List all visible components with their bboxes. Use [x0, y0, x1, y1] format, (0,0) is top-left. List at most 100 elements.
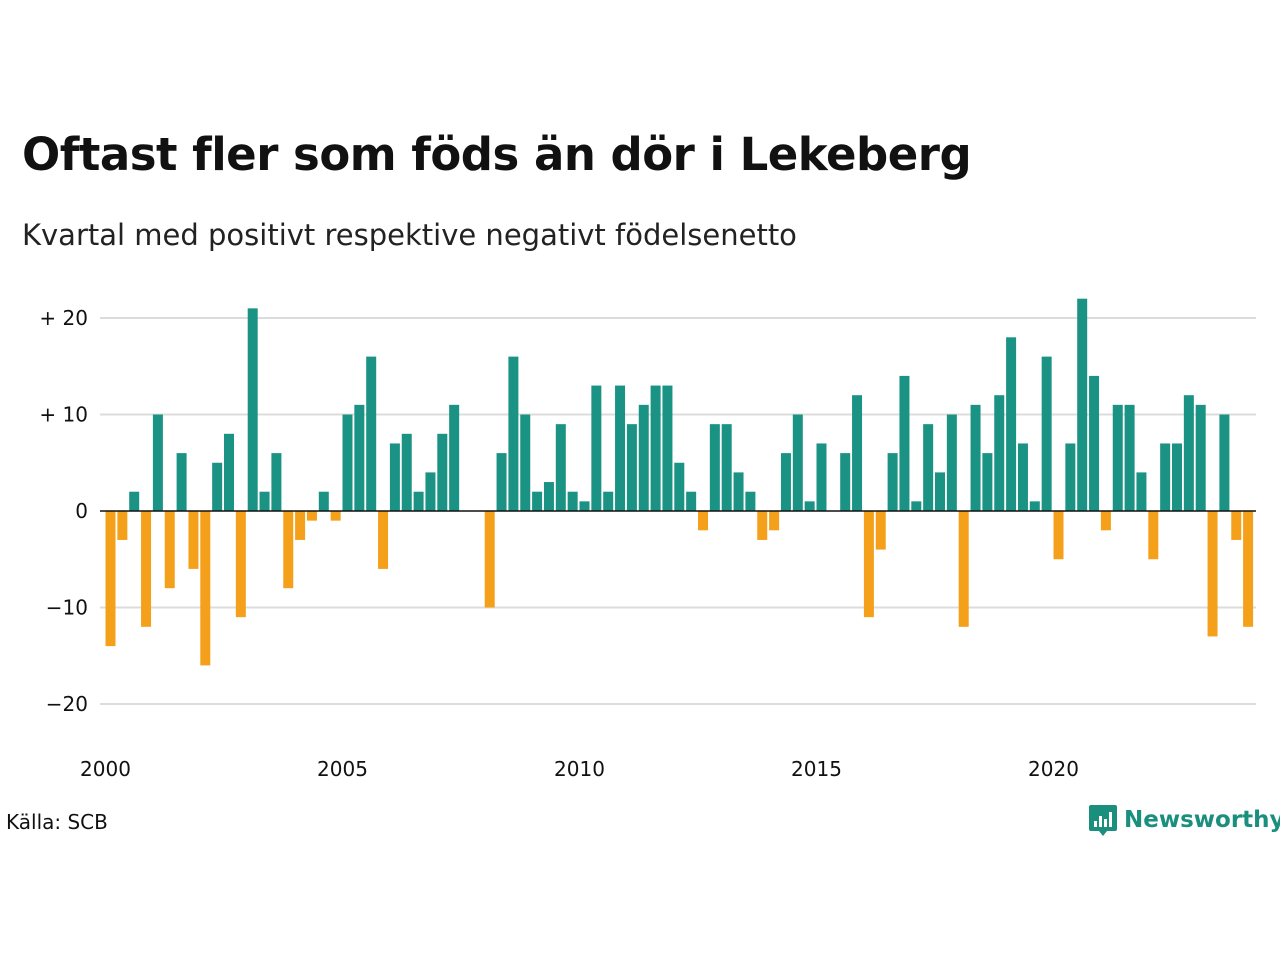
bar: [591, 385, 602, 511]
x-tick-label: 2005: [317, 757, 368, 781]
bar: [354, 404, 365, 511]
bar: [567, 491, 578, 511]
bar: [1077, 298, 1088, 511]
bar: [449, 404, 460, 511]
bar: [721, 424, 732, 511]
newsworthy-icon: [1089, 805, 1117, 836]
bar: [1148, 511, 1159, 560]
bar: [271, 453, 282, 511]
bar: [306, 511, 317, 521]
bar: [1041, 356, 1052, 511]
y-tick-label: + 10: [39, 403, 88, 427]
bar: [259, 491, 270, 511]
bar: [982, 453, 993, 511]
bar: [698, 511, 708, 531]
bar: [212, 462, 223, 511]
bar: [247, 308, 258, 511]
bar: [496, 453, 507, 511]
bar: [757, 511, 768, 540]
bar: [543, 482, 554, 511]
bar: [378, 511, 389, 569]
bar: [899, 375, 910, 511]
bar: [318, 491, 329, 511]
x-tick-label: 2015: [791, 757, 842, 781]
bar: [1053, 511, 1064, 560]
bar: [1243, 511, 1254, 627]
bar: [1195, 404, 1206, 511]
bar: [1231, 511, 1242, 540]
bar: [200, 511, 211, 666]
bar: [1100, 511, 1111, 531]
bar: [117, 511, 128, 540]
bar: [1029, 501, 1040, 511]
bar: [1136, 472, 1147, 511]
bar: [946, 414, 957, 511]
y-tick-label: −20: [46, 692, 88, 716]
bar: [615, 385, 626, 511]
bar: [887, 453, 898, 511]
bar: [425, 472, 436, 511]
bar: [579, 501, 590, 511]
bar: [342, 414, 353, 511]
x-tick-label: 2010: [554, 757, 605, 781]
bar: [769, 511, 780, 531]
bar: [129, 491, 140, 511]
y-tick-label: −10: [46, 596, 88, 620]
bar: [638, 404, 649, 511]
bar: [875, 511, 886, 550]
brand-logo[interactable]: Newsworthy: [1088, 803, 1280, 837]
bar: [1172, 443, 1182, 511]
bar: [152, 414, 163, 511]
bar: [662, 385, 673, 511]
bar: [840, 453, 851, 511]
bar: [816, 443, 827, 511]
bar: [792, 414, 803, 511]
bar: [366, 356, 377, 511]
bar: [401, 433, 412, 511]
bar: [863, 511, 874, 618]
source-label: Källa: SCB: [6, 810, 108, 834]
bar: [1065, 443, 1076, 511]
bar: [176, 453, 187, 511]
bar: [935, 472, 945, 511]
brand-name: Newsworthy: [1124, 807, 1280, 833]
x-tick-label: 2000: [80, 757, 131, 781]
y-tick-label: 0: [75, 499, 88, 523]
gridlines: [100, 317, 1256, 705]
bar: [958, 511, 969, 627]
bar: [994, 395, 1005, 511]
bar: [437, 433, 448, 511]
y-axis-ticks: + 20 + 10 0 −10 −20: [39, 306, 88, 716]
chart-subtitle: Kvartal med positivt respektive negativt…: [22, 218, 797, 252]
bar: [105, 511, 116, 647]
bar: [295, 511, 306, 540]
bar: [745, 491, 756, 511]
bar: [1006, 337, 1017, 511]
bar: [603, 491, 614, 511]
bar: [650, 385, 661, 511]
bar: [852, 395, 863, 511]
bar: [188, 511, 199, 569]
bar: [484, 511, 495, 608]
bar: [1207, 511, 1218, 637]
bar: [1124, 404, 1135, 511]
bar: [709, 424, 720, 511]
bar: [1160, 443, 1171, 511]
bar: [780, 453, 791, 511]
bar: [686, 491, 697, 511]
bar: [164, 511, 175, 589]
bar: [520, 414, 531, 511]
bar: [923, 424, 934, 511]
bar: [733, 472, 744, 511]
bar: [389, 443, 400, 511]
bar: [1219, 414, 1230, 511]
bar: [1112, 404, 1123, 511]
bar: [1017, 443, 1028, 511]
bar: [1183, 395, 1194, 511]
x-tick-label: 2020: [1028, 757, 1079, 781]
bar: [532, 491, 543, 511]
bar: [413, 491, 424, 511]
bar: [674, 462, 685, 511]
bars: [105, 298, 1254, 666]
